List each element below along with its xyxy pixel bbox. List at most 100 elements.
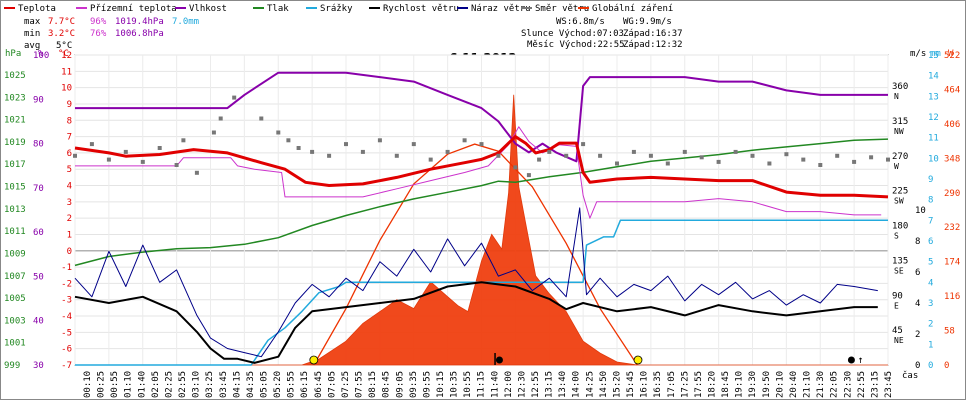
axis-tick-windspeed: 6 [928, 237, 933, 247]
axis-tick-direction-letter: N [894, 92, 899, 101]
series-smer-vetru-point [699, 155, 704, 160]
series-smer-vetru-point [767, 161, 772, 166]
series-smer-vetru-point [581, 142, 586, 147]
series-prizemni-teplota [75, 126, 882, 219]
x-tick-label: 21:30 [816, 371, 826, 398]
info-sun-set: Západ:16:37 [623, 29, 683, 39]
axis-tick-windspeed: 8 [928, 196, 933, 206]
axis-tick-windspeed: 14 [928, 72, 939, 82]
axis-tick-radiation: 116 [944, 292, 960, 302]
axis-tick-temperature: 5 [67, 165, 72, 175]
axis-tick-direction-letter: NW [894, 127, 904, 136]
x-tick-label: 13:40 [558, 371, 568, 398]
x-tick-label: 23:15 [870, 371, 880, 398]
series-smer-vetru-point [869, 155, 874, 160]
sunset-marker [633, 355, 643, 365]
plot-area: ↑ [73, 54, 890, 366]
series-smer-vetru-point [716, 159, 721, 164]
stat-max-hum: 96% [90, 17, 107, 27]
series-smer-vetru-point [537, 157, 542, 162]
axis-tick-windspeed: 1 [928, 340, 933, 350]
stat-max-label: max [24, 17, 41, 27]
axis-tick-temperature: 10 [61, 84, 72, 94]
axis-tick-temperature: 12 [61, 51, 72, 61]
axis-tick-direction-letter: SW [894, 197, 904, 206]
axis-tick-radiation: 58 [944, 327, 955, 337]
x-tick-label: 21:10 [803, 371, 813, 398]
axis-tick-speed: 10 [915, 206, 926, 216]
x-tick-label: 17:25 [680, 371, 690, 398]
x-tick-label: 14:25 [585, 371, 595, 398]
series-smer-vetru-point [564, 153, 569, 158]
axis-tick-temperature: -6 [61, 345, 72, 355]
series-smer-vetru-point [211, 130, 216, 135]
legend: Teplota Přízemní teplota Vlhkost Tlak Srážky… [4, 4, 673, 14]
axis-tick-temperature: 9 [67, 100, 72, 110]
axis-tick-speed: 6 [915, 268, 920, 278]
series-smer-vetru-point [360, 149, 365, 154]
axis-tick-pressure: 1015 [4, 183, 26, 193]
axis-tick-humidity: 30 [33, 361, 44, 371]
x-tick-label: 19:30 [748, 371, 758, 398]
series-smer-vetru-point [123, 149, 128, 154]
info-moon-rise: Měsíc Východ:22:55 [527, 40, 625, 50]
x-tick-label: 10:55 [463, 371, 473, 398]
series-smer-vetru-point [286, 138, 291, 143]
series-globalni-zareni [75, 94, 888, 366]
axis-label-precip: mm [930, 49, 941, 59]
x-tick-label: 14:50 [599, 371, 609, 398]
axis-tick-radiation: 522 [944, 51, 960, 61]
series-srazky [75, 219, 888, 366]
series-smer-vetru-point [276, 130, 281, 135]
axis-tick-direction: 315 [892, 117, 908, 127]
x-tick-label: 09:55 [422, 371, 432, 398]
axis-tick-windspeed: 15 [928, 51, 939, 61]
axis-label-humidity: % [38, 49, 44, 59]
x-tick-label: 19:50 [762, 371, 772, 398]
axis-tick-windspeed: 2 [928, 320, 933, 330]
axis-tick-temperature: 6 [67, 149, 72, 159]
x-tick-label: 17:55 [694, 371, 704, 398]
x-tick-label: 06:45 [314, 371, 324, 398]
series-tlak [74, 138, 889, 267]
axis-tick-direction-letter: NE [894, 336, 904, 345]
series-smer-vetru-point [377, 138, 382, 143]
x-tick-label: 00:10 [83, 371, 93, 398]
x-tick-label: 01:40 [137, 371, 147, 398]
axis-tick-direction: 270 [892, 152, 908, 162]
series-smer-vetru-point [73, 153, 77, 158]
series-smer-vetru-point [631, 149, 636, 154]
axis-tick-pressure: 1021 [4, 116, 26, 126]
axis-tick-direction: 225 [892, 187, 908, 197]
legend-label: Vlhkost [189, 4, 227, 14]
axis-tick-pressure: 999 [4, 361, 20, 371]
legend-label: Rychlost větru [383, 4, 459, 14]
x-tick-label: 07:55 [355, 371, 365, 398]
axis-tick-humidity: 60 [33, 228, 44, 238]
series-smer-vetru-point [648, 153, 653, 158]
axis-tick-pressure: 1009 [4, 249, 26, 259]
x-axis-label: čas [902, 370, 918, 381]
axes: hPa1025102310211019101710151013101110091… [4, 49, 960, 371]
x-tick-label: 22:55 [857, 371, 867, 398]
x-tick-label: 20:10 [775, 371, 785, 398]
axis-tick-pressure: 1005 [4, 294, 26, 304]
x-tick-label: 12:55 [531, 371, 541, 398]
series-teplota [74, 135, 889, 199]
axis-tick-temperature: 8 [67, 116, 72, 126]
x-tick-label: 03:45 [219, 371, 229, 398]
axis-tick-direction-letter: E [894, 301, 899, 310]
x-tick-label: 18:45 [721, 371, 731, 398]
x-tick-label: 15:20 [613, 371, 623, 398]
x-tick-label: 12:30 [517, 371, 527, 398]
axis-tick-direction: 360 [892, 82, 908, 92]
info-sun-rise: Slunce Východ:07:03 [521, 29, 624, 39]
x-tick-label: 03:10 [192, 371, 202, 398]
axis-tick-pressure: 1013 [4, 205, 26, 215]
series-smer-vetru-point [310, 149, 315, 154]
series-smer-vetru-point [750, 153, 755, 158]
x-tick-label: 00:55 [110, 371, 120, 398]
series-smer-vetru-point [296, 146, 301, 150]
x-tick-label: 15:45 [626, 371, 636, 398]
axis-tick-humidity: 90 [33, 95, 44, 105]
